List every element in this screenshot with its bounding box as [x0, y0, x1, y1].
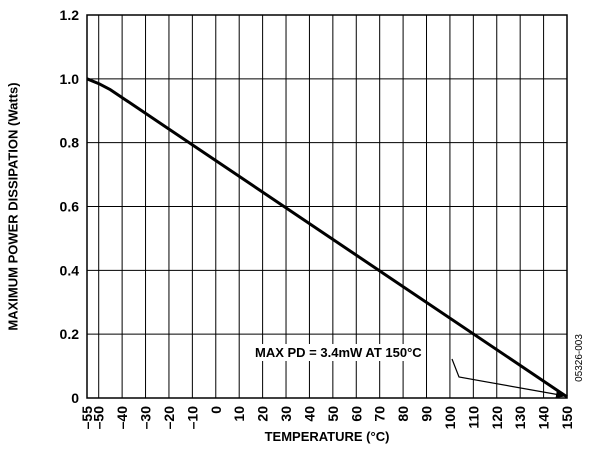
- x-tick-label: –10: [184, 406, 200, 430]
- x-tick-label: 50: [325, 406, 341, 422]
- figure-id: 05326-003: [574, 334, 585, 382]
- annotation: MAX PD = 3.4mW AT 150°C: [251, 344, 566, 399]
- x-tick-label: –55: [79, 406, 95, 430]
- x-tick-label: 70: [372, 406, 388, 422]
- x-tick-label: 100: [442, 406, 458, 430]
- x-tick-label: –30: [138, 406, 154, 430]
- y-tick-label: 0: [71, 390, 79, 406]
- x-tick-label: 120: [489, 406, 505, 430]
- annotation-arrow: [451, 358, 566, 399]
- x-axis-title: TEMPERATURE (°C): [265, 429, 390, 444]
- plot-frame: [86, 14, 568, 399]
- x-tick-label: –40: [114, 406, 130, 430]
- x-tick-label: 40: [301, 406, 317, 422]
- horizontal-gridlines: [87, 78, 567, 335]
- x-tick-label: 60: [348, 406, 364, 422]
- y-tick-label: 0.6: [60, 199, 80, 215]
- x-tick-label: 140: [536, 406, 552, 430]
- x-tick-label: 0: [208, 406, 224, 414]
- x-tick-label: 20: [255, 406, 271, 422]
- y-tick-label: 0.2: [60, 326, 80, 342]
- x-tick-label: 80: [395, 406, 411, 422]
- x-tick-label: 30: [278, 406, 294, 422]
- x-tick-label: 110: [465, 406, 481, 429]
- annotation-text: MAX PD = 3.4mW AT 150°C: [255, 345, 422, 360]
- y-tick-label: 0.4: [60, 262, 80, 278]
- y-tick-labels: 0 0.2 0.4 0.6 0.8 1.0 1.2: [60, 7, 80, 406]
- x-tick-label: –50: [91, 406, 107, 430]
- y-tick-label: 1.2: [60, 7, 80, 23]
- y-tick-label: 0.8: [60, 135, 80, 151]
- x-tick-label: 150: [559, 406, 575, 430]
- series-line-power-dissipation: [86, 77, 568, 399]
- x-tick-label: –20: [161, 406, 177, 430]
- y-tick-label: 1.0: [60, 71, 80, 87]
- x-tick-label: 130: [512, 406, 528, 430]
- x-tick-label: 90: [419, 406, 435, 422]
- y-axis-title: MAXIMUM POWER DISSIPATION (Watts): [5, 82, 20, 330]
- x-tick-labels: –55–50 –40 –30 –20 –10 0 10 20 30 40 50 60 70 80 90 100…: [79, 406, 575, 430]
- x-tick-label: 10: [231, 406, 247, 422]
- annotation-background: [251, 344, 426, 361]
